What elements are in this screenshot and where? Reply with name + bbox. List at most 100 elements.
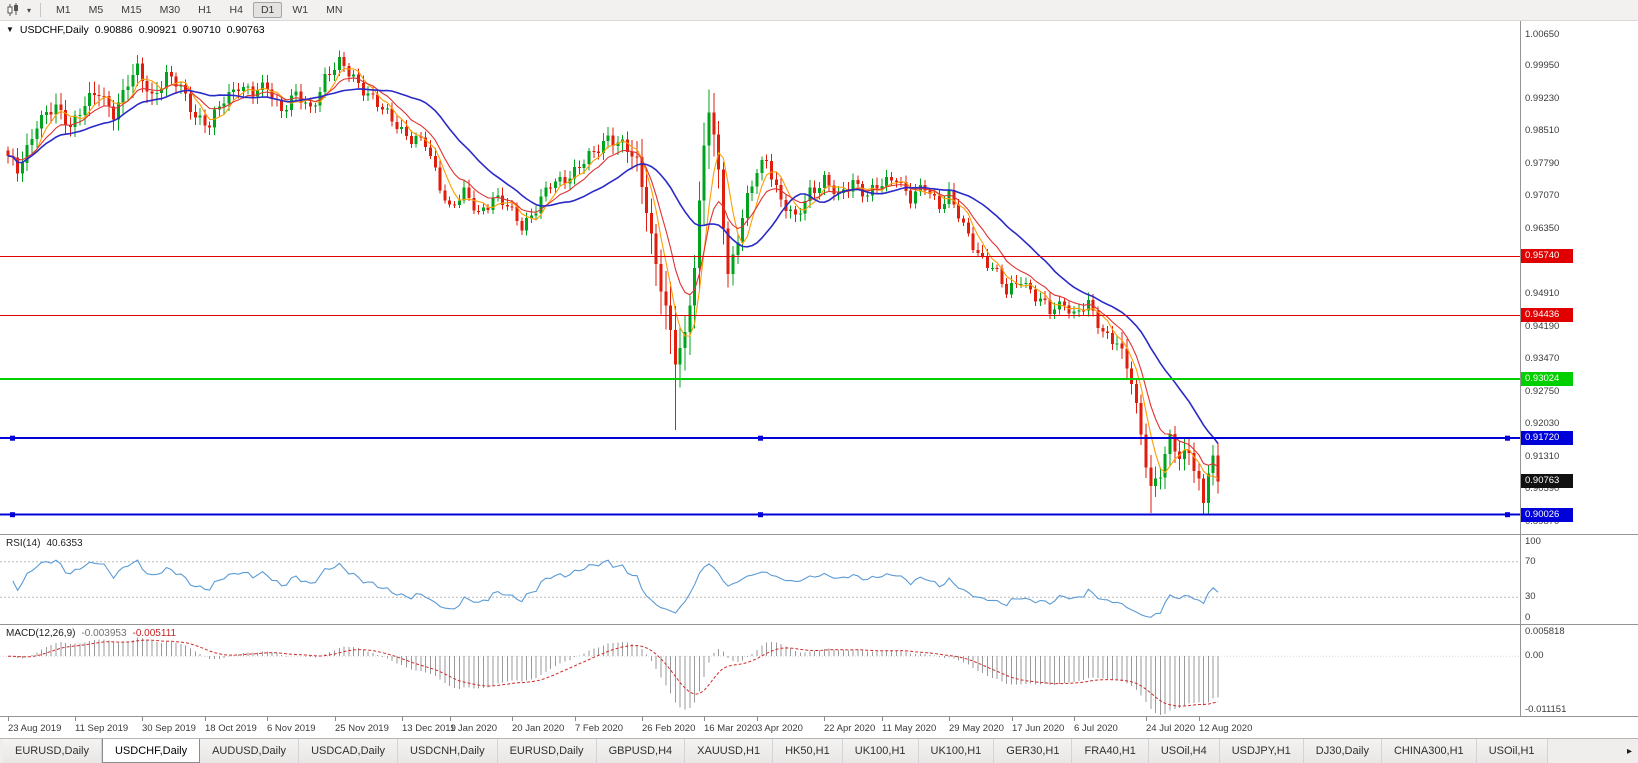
chart-type-dropdown-icon[interactable]: ▾	[27, 5, 32, 15]
date-tick	[267, 717, 268, 721]
timeframe-button-w1[interactable]: W1	[292, 4, 309, 16]
date-axis-label: 11 May 2020	[882, 723, 937, 734]
price-axis-label: 0.96350	[1525, 222, 1560, 234]
date-axis-label: 29 May 2020	[949, 723, 1004, 734]
chart-tab-usdjpy-h1[interactable]: USDJPY,H1	[1219, 739, 1304, 763]
price-axis-label: 0.98510	[1525, 125, 1560, 137]
chart-tab-china300-h1[interactable]: CHINA300,H1	[1381, 739, 1477, 763]
chart-tab-xauusd-h1[interactable]: XAUUSD,H1	[685, 739, 774, 763]
chart-tab-eurusd-daily[interactable]: EURUSD,Daily	[3, 739, 102, 763]
chart-tab-uk100-h1[interactable]: UK100,H1	[918, 739, 995, 763]
rsi-line	[12, 559, 1219, 618]
rsi-axis: 100 70 30 0	[1520, 535, 1638, 624]
date-tick	[882, 717, 883, 721]
moving-average-5-line	[7, 67, 1219, 479]
line-handle[interactable]	[758, 435, 763, 441]
timeframe-button-m1[interactable]: M1	[56, 4, 71, 16]
ohlc-open: 0.90886	[94, 24, 133, 36]
chart-tab-eurusd-daily[interactable]: EURUSD,Daily	[497, 739, 597, 763]
chart-tab-gbpusd-h4[interactable]: GBPUSD,H4	[596, 739, 686, 763]
date-axis-label: 18 Oct 2019	[205, 723, 257, 734]
price-axis-label: 0.99230	[1525, 92, 1560, 104]
timeframe-button-m15[interactable]: M15	[121, 4, 142, 16]
date-tick	[335, 717, 336, 721]
date-tick	[575, 717, 576, 721]
date-tick	[142, 717, 143, 721]
macd-histogram	[12, 637, 1219, 716]
date-axis-label: 22 Apr 2020	[824, 723, 876, 734]
price-axis-label: 100	[1525, 536, 1541, 547]
timeframe-button-d1[interactable]: D1	[252, 2, 283, 18]
chart-tab-usdchf-daily[interactable]: USDCHF,Daily	[101, 739, 201, 763]
timeframe-button-mn[interactable]: MN	[326, 4, 343, 16]
ohlc-high: 0.90921	[138, 24, 177, 36]
macd-plot[interactable]	[0, 625, 1520, 716]
tab-scroll-right-icon[interactable]: ▸	[1626, 745, 1632, 757]
horizontal-line-0.90026[interactable]	[0, 512, 1520, 518]
chart-title: ▼ USDCHF,Daily 0.90886 0.90921 0.90710 0…	[6, 24, 265, 36]
level-price-badge: 0.91720	[1521, 431, 1573, 446]
date-tick	[1012, 717, 1013, 721]
timeframe-button-h1[interactable]: H1	[198, 4, 212, 16]
price-axis-label: 70	[1525, 555, 1536, 567]
chart-tab-usoil-h1[interactable]: USOil,H1	[1476, 739, 1548, 763]
rsi-name: RSI(14)	[6, 538, 41, 549]
price-axis-label: 0.005818	[1525, 626, 1565, 637]
line-handle[interactable]	[758, 512, 763, 518]
timeframe-button-m5[interactable]: M5	[88, 4, 104, 16]
chart-tab-audusd-daily[interactable]: AUDUSD,Daily	[200, 739, 300, 763]
rsi-panel: RSI(14) 40.6353 100 70 30 0	[0, 534, 1638, 624]
price-axis-label: 0.99950	[1525, 60, 1560, 72]
timeframe-button-m30[interactable]: M30	[159, 4, 181, 16]
date-tick	[512, 717, 513, 721]
chart-tab-usdcnh-daily[interactable]: USDCNH,Daily	[398, 739, 498, 763]
line-handle[interactable]	[10, 512, 15, 518]
date-tick	[642, 717, 643, 721]
chart-tab-fra40-h1[interactable]: FRA40,H1	[1072, 739, 1149, 763]
date-axis-label: 6 Jul 2020	[1074, 723, 1118, 734]
main-chart-plot[interactable]	[0, 21, 1520, 534]
timeframe-button-h4[interactable]: H4	[229, 4, 243, 16]
horizontal-line-0.91720[interactable]	[0, 435, 1520, 441]
macd-main-value: -0.003953	[81, 628, 127, 639]
current-price-badge: 0.90763	[1521, 474, 1573, 489]
date-axis-label: 7 Feb 2020	[575, 723, 624, 734]
chart-tab-usoil-h4[interactable]: USOil,H4	[1148, 739, 1220, 763]
price-axis-label: 30	[1525, 591, 1536, 603]
rsi-plot[interactable]	[0, 535, 1520, 624]
chart-tab-ger30-h1[interactable]: GER30,H1	[994, 739, 1073, 763]
moving-average-22-line	[7, 88, 1219, 444]
date-axis-label: 17 Jun 2020	[1012, 723, 1065, 734]
timeframe-buttons: M1 M5 M15 M30 H1 H4 D1 W1 MN	[47, 2, 351, 18]
main-price-axis: 1.00650 0.99950 0.99230 0.98510 0.97790 0.970…	[1520, 21, 1638, 534]
macd-signal-line	[8, 639, 1219, 707]
price-axis-label: 0.94910	[1525, 287, 1560, 299]
price-axis-label: 0.91310	[1525, 450, 1560, 462]
rsi-label: RSI(14) 40.6353	[6, 538, 83, 549]
rsi-value: 40.6353	[46, 538, 83, 549]
price-axis-label: 0.90590	[1525, 483, 1560, 495]
date-tick	[1199, 717, 1200, 721]
chart-tab-hk50-h1[interactable]: HK50,H1	[773, 739, 843, 763]
macd-label: MACD(12,26,9) -0.003953 -0.005111	[6, 628, 176, 639]
chart-tab-dj30-daily[interactable]: DJ30,Daily	[1303, 739, 1382, 763]
chart-tab-usdcad-daily[interactable]: USDCAD,Daily	[299, 739, 399, 763]
line-handle[interactable]	[1505, 512, 1510, 518]
date-axis-label: 20 Jan 2020	[512, 723, 565, 734]
date-tick	[1074, 717, 1075, 721]
line-handle[interactable]	[10, 435, 15, 441]
ohlc-close: 0.90763	[226, 24, 265, 36]
chart-tab-uk100-h1[interactable]: UK100,H1	[842, 739, 919, 763]
chart-symbol-label: USDCHF,Daily	[19, 24, 89, 36]
toolbar-separator	[40, 3, 42, 17]
macd-name: MACD(12,26,9)	[6, 628, 76, 639]
chart-dropdown-icon[interactable]: ▼	[6, 25, 14, 34]
candlestick-chart-icon[interactable]	[4, 3, 23, 17]
level-price-badge: 0.93024	[1521, 372, 1573, 387]
line-handle[interactable]	[1505, 435, 1510, 441]
date-axis-label: 13 Dec 2019	[402, 723, 456, 734]
timeframe-toolbar: ▾ M1 M5 M15 M30 H1 H4 D1 W1 MN	[0, 0, 1638, 21]
macd-panel: MACD(12,26,9) -0.003953 -0.005111 0.0058…	[0, 624, 1638, 716]
price-axis-label: 0.92750	[1525, 385, 1560, 397]
